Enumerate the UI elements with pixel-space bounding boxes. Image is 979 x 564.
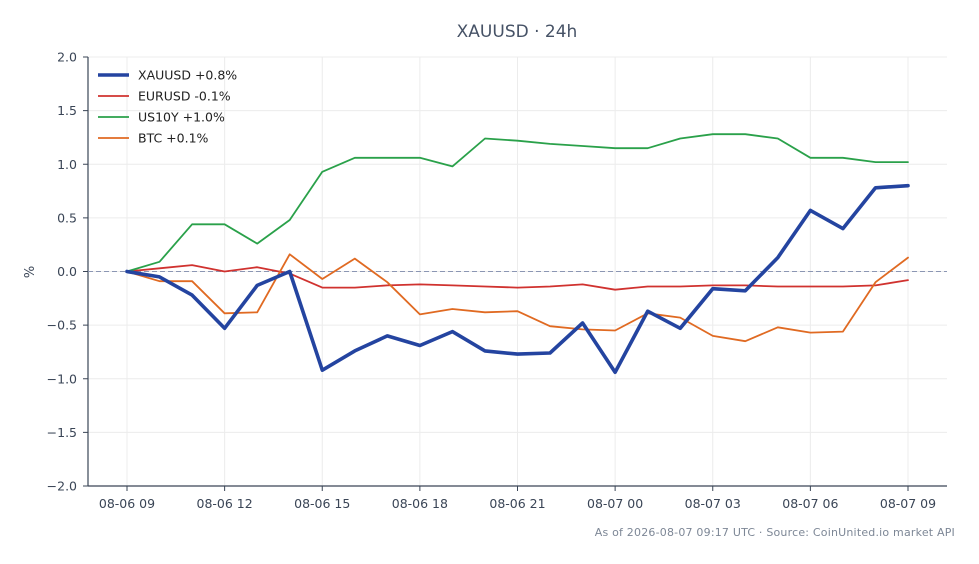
- x-tick-label: 08-07 00: [587, 496, 643, 511]
- legend-label: EURUSD -0.1%: [138, 89, 231, 104]
- series-line-eurusd: [126, 264, 909, 291]
- y-ticks: 2.0 1.5 1.0 0.5 0.0 −0.5 −1.0 −1.5 −2.0: [47, 50, 88, 494]
- y-tick-label: −1.0: [47, 371, 77, 386]
- y-tick-label: 1.5: [57, 103, 77, 118]
- y-tick-label: −1.5: [47, 425, 77, 440]
- x-tick-label: 08-06 15: [294, 496, 350, 511]
- x-tick-label: 08-07 03: [685, 496, 741, 511]
- x-tick-label: 08-06 18: [392, 496, 448, 511]
- legend-label: XAUUSD +0.8%: [138, 68, 237, 83]
- series-line-us10y: [126, 133, 909, 273]
- y-tick-label: 2.0: [57, 50, 77, 65]
- source-footer: As of 2026-08-07 09:17 UTC · Source: Coi…: [594, 526, 955, 539]
- y-tick-label: 0.5: [57, 210, 77, 225]
- y-tick-label: −2.0: [47, 479, 77, 494]
- x-tick-label: 08-07 09: [880, 496, 936, 511]
- x-tick-label: 08-06 21: [489, 496, 545, 511]
- legend-label: US10Y +1.0%: [138, 110, 225, 125]
- y-tick-label: −0.5: [47, 318, 77, 333]
- y-axis-label: %: [23, 266, 38, 278]
- series-lines: [125, 133, 910, 375]
- x-tick-label: 08-06 09: [99, 496, 155, 511]
- y-tick-label: 1.0: [57, 157, 77, 172]
- chart-title: XAUUSD · 24h: [457, 22, 578, 42]
- series-line-xauusd: [125, 183, 910, 375]
- x-tick-label: 08-06 12: [197, 496, 253, 511]
- legend-label: BTC +0.1%: [138, 131, 209, 146]
- x-tick-label: 08-07 06: [782, 496, 838, 511]
- series-line-btc: [126, 253, 909, 343]
- y-tick-label: 0.0: [57, 264, 77, 279]
- x-ticks: 08-06 09 08-06 12 08-06 15 08-06 18 08-06 21…: [99, 486, 936, 511]
- legend: XAUUSD +0.8% EURUSD -0.1% US10Y +1.0% BTC +…: [98, 68, 237, 146]
